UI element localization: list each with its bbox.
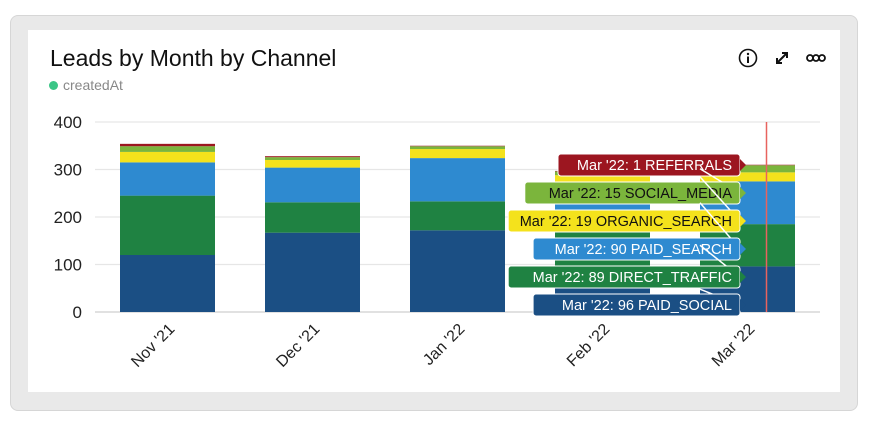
tooltip-pointer-icon xyxy=(740,271,746,283)
bar-segment-organic-search xyxy=(700,172,795,182)
subtitle-text: createdAt xyxy=(63,77,123,93)
y-tick-label: 400 xyxy=(54,113,82,132)
tooltip-pointer-icon xyxy=(740,243,746,255)
x-tick-label: Dec '21 xyxy=(273,321,323,371)
x-tick-label: Jan '22 xyxy=(420,321,468,369)
tooltip-pointer-icon xyxy=(740,187,746,199)
status-dot-icon xyxy=(49,80,58,90)
tooltip-pointer-icon xyxy=(740,159,746,171)
bar-segment-referrals xyxy=(265,156,360,158)
tooltip-label: Mar '22: 1 REFERRALS xyxy=(577,158,732,174)
bar-segment-organic-search xyxy=(265,160,360,168)
bar-segment-social-media xyxy=(265,157,360,160)
more-icon[interactable] xyxy=(806,48,826,68)
chart-toolbar xyxy=(738,48,826,68)
y-tick-label: 0 xyxy=(73,303,82,322)
tooltip-label: Mar '22: 15 SOCIAL_MEDIA xyxy=(549,186,733,202)
bar-segment-social-media xyxy=(410,146,505,150)
bar-segment-paid-search xyxy=(410,158,505,202)
expand-icon[interactable] xyxy=(772,48,792,68)
bar-segment-organic-search xyxy=(120,151,215,163)
bar-segment-organic-search xyxy=(555,175,650,182)
bar-segment-paid-search xyxy=(120,162,215,196)
chart-title: Leads by Month by Channel xyxy=(50,45,337,71)
x-tick-label: Feb '22 xyxy=(564,321,613,370)
bar-segment-direct-traffic xyxy=(410,201,505,231)
tooltip-label: Mar '22: 89 DIRECT_TRAFFIC xyxy=(533,270,732,286)
info-icon[interactable] xyxy=(738,48,758,68)
bar-segment-organic-search xyxy=(410,149,505,159)
tooltip-pointer-icon xyxy=(740,215,746,227)
bar-segment-social-media xyxy=(700,165,795,173)
tooltip-label: Mar '22: 90 PAID_SEARCH xyxy=(555,242,732,258)
bar-segment-direct-traffic xyxy=(120,195,215,255)
y-tick-label: 200 xyxy=(54,208,82,227)
bar-segment-direct-traffic xyxy=(265,202,360,233)
bar-segment-social-media xyxy=(120,146,215,152)
y-tick-label: 300 xyxy=(54,161,82,180)
bar-segment-paid-social xyxy=(265,232,360,312)
y-tick-label: 100 xyxy=(54,256,82,275)
tooltip-label: Mar '22: 19 ORGANIC_SEARCH xyxy=(520,214,732,230)
chart-subtitle: createdAt xyxy=(49,77,123,93)
bar-segment-paid-social xyxy=(410,230,505,312)
tooltip-pointer-icon xyxy=(740,299,746,311)
tooltip-label: Mar '22: 96 PAID_SOCIAL xyxy=(562,298,732,314)
x-tick-label: Nov '21 xyxy=(128,321,178,371)
bar-segment-referrals xyxy=(120,143,215,147)
bar-segment-paid-search xyxy=(265,167,360,203)
bar-segment-paid-social xyxy=(120,255,215,312)
x-tick-label: Mar '22 xyxy=(709,321,758,370)
